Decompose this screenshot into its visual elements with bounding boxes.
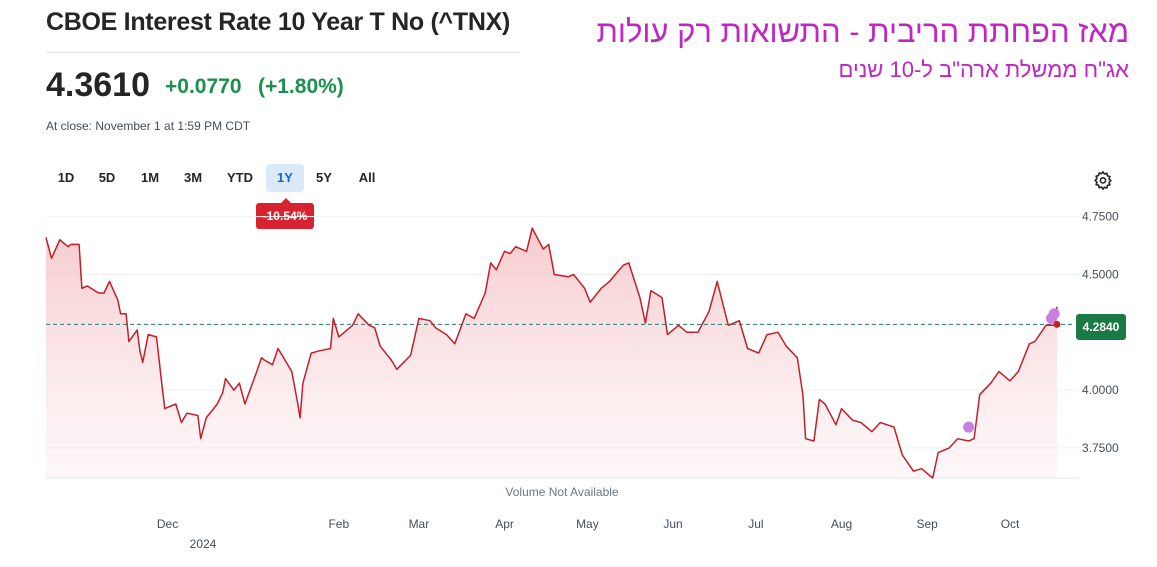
price-change: +0.0770 — [165, 75, 242, 98]
price-change-percent: (+1.80%) — [258, 75, 344, 98]
range-3m-button[interactable]: 3M — [183, 170, 203, 185]
range-1d-button[interactable]: 1D — [57, 170, 75, 185]
x-tick-label: Apr — [495, 517, 514, 531]
y-tick-label: 4.0000 — [1082, 383, 1119, 397]
x-tick-label: May — [576, 517, 599, 531]
quote-price: 4.3610 — [46, 66, 150, 104]
gear-icon[interactable] — [1093, 170, 1113, 190]
annotation-marker — [1048, 308, 1060, 320]
year-label: 2024 — [190, 537, 217, 551]
x-tick-label: Jul — [748, 517, 763, 531]
y-tick-label: 4.7500 — [1082, 210, 1119, 224]
volume-note: Volume Not Available — [505, 485, 619, 499]
x-tick-label: Sep — [916, 517, 938, 531]
annotation-title: מאז הפחתת הריבית - התשואות רק עולות — [596, 14, 1129, 49]
page-title: CBOE Interest Rate 10 Year T No (^TNX) — [46, 8, 510, 36]
range-1y-button[interactable]: 1Y — [266, 164, 304, 192]
x-axis: Dec Feb Mar Apr May Jun Jul Aug Sep Oct — [157, 517, 1020, 531]
price-area-fill — [46, 228, 1057, 478]
annotation-markers — [963, 308, 1060, 433]
last-value-tag: 4.2840 — [1076, 314, 1126, 340]
x-tick-label: Jun — [663, 517, 682, 531]
last-price-dot — [1053, 320, 1061, 328]
annotation-subtitle: אג"ח ממשלת ארה"ב ל-10 שנים — [838, 57, 1129, 82]
annotation-marker — [963, 421, 975, 433]
price-line — [45, 227, 1058, 479]
range-5d-button[interactable]: 5D — [98, 170, 116, 185]
y-tick-label: 3.7500 — [1082, 441, 1119, 455]
x-tick-label: Feb — [328, 517, 349, 531]
y-tick-label: 4.5000 — [1082, 267, 1119, 281]
range-1m-button[interactable]: 1M — [140, 170, 160, 185]
range-all-button[interactable]: All — [358, 170, 376, 185]
range-5y-button[interactable]: 5Y — [316, 170, 332, 185]
x-tick-label: Oct — [1001, 517, 1020, 531]
close-timestamp: At close: November 1 at 1:59 PM CDT — [46, 119, 251, 133]
x-tick-label: Mar — [409, 517, 430, 531]
y-axis: 4.7500 4.5000 4.0000 3.7500 — [1082, 210, 1119, 455]
x-tick-label: Aug — [831, 517, 852, 531]
range-ytd-button[interactable]: YTD — [227, 170, 253, 185]
x-tick-label: Dec — [157, 517, 178, 531]
title-divider — [46, 52, 520, 53]
performance-badge: -10.54% — [256, 198, 314, 229]
